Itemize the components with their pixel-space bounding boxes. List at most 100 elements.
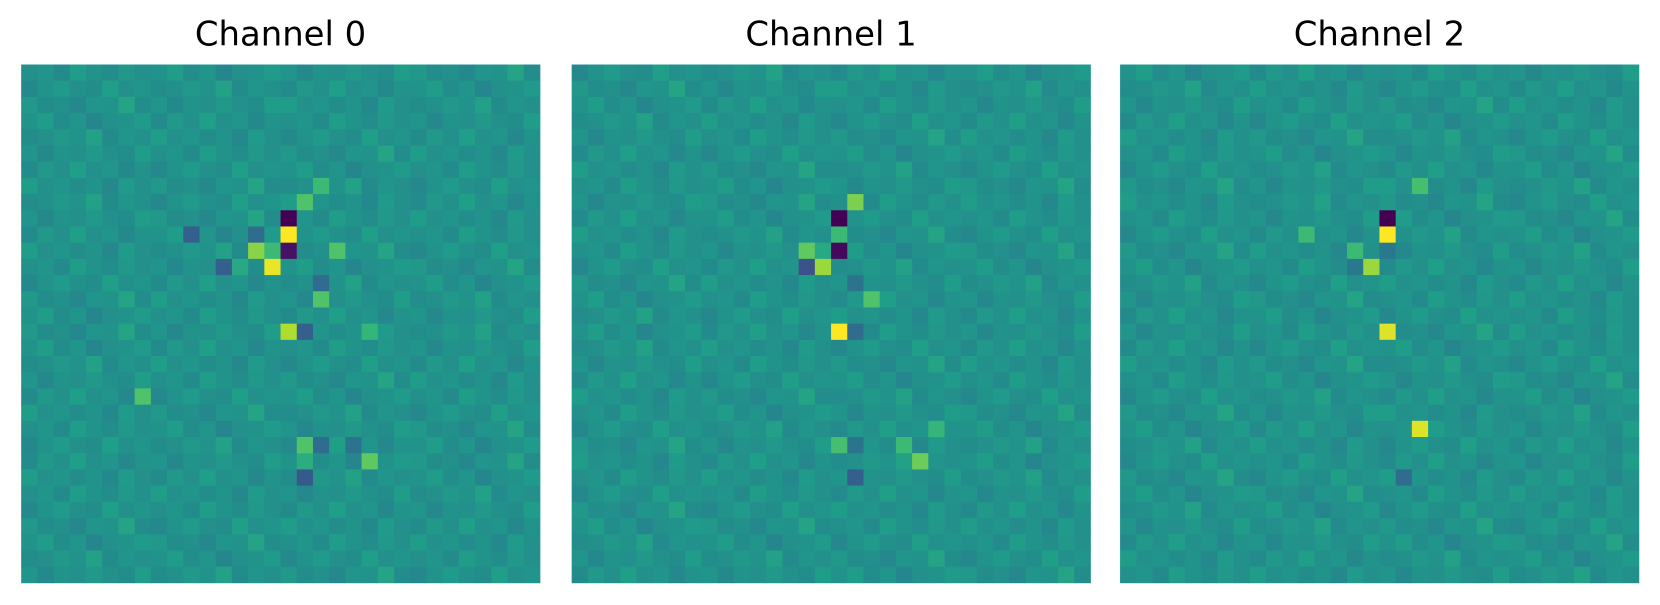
cell <box>1217 388 1234 406</box>
cell <box>1009 291 1027 308</box>
cell <box>361 113 379 130</box>
cell <box>1347 291 1364 308</box>
cell <box>215 194 233 211</box>
cell <box>491 550 508 568</box>
cell <box>587 501 605 519</box>
cell <box>604 242 621 260</box>
cell <box>685 437 702 454</box>
cell <box>102 226 119 244</box>
cell <box>1168 469 1186 487</box>
cell <box>134 307 152 325</box>
cell <box>1249 356 1267 373</box>
cell <box>1201 469 1218 487</box>
cell <box>766 485 783 503</box>
cell <box>1573 501 1591 519</box>
cell <box>1120 64 1137 82</box>
cell <box>264 323 281 341</box>
cell <box>377 242 395 260</box>
cell <box>410 339 427 357</box>
cell <box>345 113 363 130</box>
cell <box>523 210 541 227</box>
cell <box>1492 518 1510 535</box>
cell <box>1541 258 1559 276</box>
cell <box>1492 129 1510 146</box>
cell <box>831 210 848 227</box>
cell <box>491 161 508 179</box>
cell <box>410 226 427 244</box>
cell <box>37 437 55 454</box>
cell <box>21 566 38 584</box>
cell <box>652 113 670 130</box>
cell <box>426 161 444 179</box>
cell <box>1074 372 1091 389</box>
cell <box>1201 177 1218 195</box>
cell <box>1314 226 1332 244</box>
cell <box>1363 550 1380 568</box>
cell <box>1074 307 1091 325</box>
cell <box>491 372 508 389</box>
cell <box>1395 372 1413 389</box>
cell <box>1136 437 1153 454</box>
cell <box>944 518 962 535</box>
cell <box>377 404 395 422</box>
cell <box>1347 485 1364 503</box>
cell <box>1509 258 1526 276</box>
cell <box>587 210 605 227</box>
cell <box>377 194 395 211</box>
cell <box>53 501 71 519</box>
cell <box>636 404 654 422</box>
cell <box>329 177 346 195</box>
cell <box>620 194 637 211</box>
cell <box>668 210 686 227</box>
cell <box>86 194 103 211</box>
cell <box>685 566 702 584</box>
cell <box>831 388 848 406</box>
cell <box>1622 420 1640 438</box>
cell <box>1136 307 1153 325</box>
cell <box>507 323 525 341</box>
cell <box>134 550 152 568</box>
cell <box>345 550 363 568</box>
cell <box>1233 177 1251 195</box>
cell <box>1233 372 1251 389</box>
cell <box>1622 258 1640 276</box>
cell <box>199 145 217 163</box>
cell <box>1025 372 1043 389</box>
cell <box>1509 534 1526 551</box>
cell <box>1411 420 1429 438</box>
cell <box>426 80 444 98</box>
cell <box>215 388 233 406</box>
cell <box>847 291 864 308</box>
cell <box>1041 566 1059 584</box>
cell <box>1606 177 1624 195</box>
cell <box>1058 291 1075 308</box>
cell <box>1249 113 1267 130</box>
cell <box>831 339 848 357</box>
cell <box>879 550 897 568</box>
cell <box>1233 501 1251 519</box>
cell <box>1590 275 1607 292</box>
cell <box>1265 258 1283 276</box>
cell <box>1233 129 1251 146</box>
cell <box>410 96 427 114</box>
cell <box>248 437 265 454</box>
cell <box>215 420 233 438</box>
cell <box>264 437 281 454</box>
cell <box>1120 80 1137 98</box>
cell <box>1136 210 1153 227</box>
cell <box>345 323 363 341</box>
cell <box>895 145 913 163</box>
cell <box>69 323 87 341</box>
cell <box>831 226 848 244</box>
cell <box>1347 356 1364 373</box>
cell <box>134 275 152 292</box>
cell <box>475 388 492 406</box>
cell <box>636 210 654 227</box>
cell <box>798 550 816 568</box>
cell <box>345 80 363 98</box>
cell <box>1509 518 1526 535</box>
cell <box>604 113 621 130</box>
cell <box>912 404 929 422</box>
cell <box>1330 275 1348 292</box>
cell <box>831 550 848 568</box>
